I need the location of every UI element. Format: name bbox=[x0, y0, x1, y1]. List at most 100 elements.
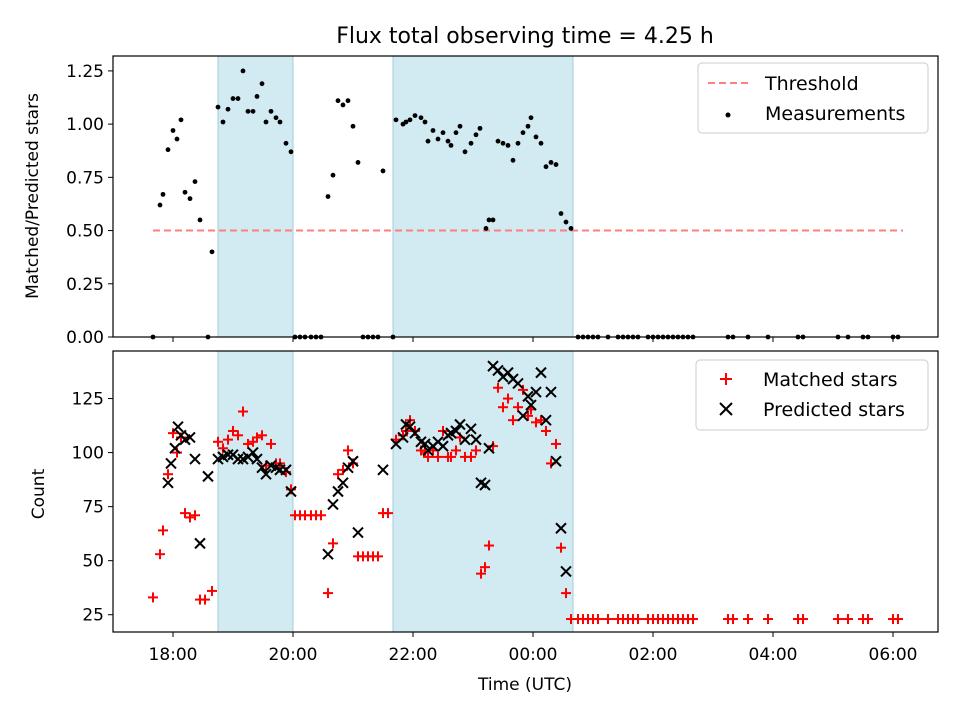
predicted-star-point bbox=[162, 477, 174, 489]
predicted-star-point bbox=[337, 477, 349, 489]
matched-star-point bbox=[433, 451, 443, 462]
measurement-point bbox=[510, 157, 516, 163]
predicted-star-point bbox=[251, 453, 263, 465]
measurement-point bbox=[528, 115, 534, 121]
predicted-star-point bbox=[530, 386, 542, 398]
x-tick-label: 04:00 bbox=[749, 645, 798, 665]
measurement-point bbox=[430, 128, 436, 133]
chart-title: Flux total observing time = 4.25 h bbox=[336, 24, 714, 49]
matched-star-point bbox=[743, 614, 753, 625]
measurement-point bbox=[477, 125, 483, 131]
matched-star-point bbox=[238, 406, 248, 417]
matched-star-point bbox=[763, 614, 773, 625]
matched-star-point bbox=[148, 592, 158, 603]
measurement-point bbox=[220, 119, 226, 125]
matched-star-point bbox=[185, 512, 195, 523]
bottom-y-axis-label: Count bbox=[29, 468, 49, 519]
measurement-point bbox=[157, 202, 163, 208]
measurement-point bbox=[350, 123, 356, 129]
predicted-star-point bbox=[332, 485, 344, 498]
predicted-star-point bbox=[165, 457, 177, 470]
top-panel: 0.00 0.25 0.50 0.75 1.00 1.25 Matched/Predict… bbox=[23, 55, 939, 348]
top-x-ticks bbox=[172, 337, 894, 342]
matched-star-point bbox=[476, 568, 486, 579]
matched-star-point bbox=[158, 525, 168, 536]
legend-matched-label: Matched stars bbox=[763, 369, 897, 391]
measurement-point bbox=[240, 68, 246, 74]
x-tick-label: 02:00 bbox=[629, 645, 678, 665]
matched-star-point bbox=[513, 402, 523, 413]
measurement-point bbox=[520, 130, 526, 136]
measurement-point bbox=[160, 191, 166, 197]
measurement-point bbox=[288, 149, 294, 155]
measurement-point bbox=[407, 117, 413, 123]
matched-star-point bbox=[323, 588, 333, 599]
measurement-point bbox=[263, 119, 269, 125]
matched-star-point bbox=[863, 614, 873, 625]
measurement-point bbox=[548, 160, 554, 165]
top-shaded-bands bbox=[217, 55, 574, 338]
predicted-star-point bbox=[550, 455, 562, 467]
matched-star-point bbox=[603, 614, 613, 625]
top-legend-box bbox=[697, 62, 929, 134]
predicted-star-point bbox=[322, 548, 334, 560]
matched-star-point bbox=[207, 585, 217, 596]
x-tick-label: 20:00 bbox=[269, 645, 318, 665]
predicted-star-point bbox=[419, 438, 431, 450]
measurement-point bbox=[178, 117, 184, 123]
predicted-star-point bbox=[184, 431, 196, 444]
predicted-star-point bbox=[437, 440, 449, 452]
predicted-star-point bbox=[479, 479, 491, 491]
night-band-1 bbox=[392, 55, 574, 338]
night-band-1 bbox=[392, 350, 574, 633]
matched-star-point bbox=[728, 614, 738, 625]
predicted-star-point bbox=[377, 464, 389, 476]
measurement-point bbox=[393, 117, 399, 123]
bottom-legend-box bbox=[695, 359, 929, 431]
x-tick-label: 22:00 bbox=[389, 645, 438, 665]
predicted-star-point bbox=[555, 522, 567, 534]
predicted-star-point bbox=[465, 423, 477, 435]
predicted-star-point bbox=[409, 427, 421, 439]
predicted-star-point bbox=[470, 433, 482, 446]
predicted-star-point bbox=[483, 442, 495, 454]
bottom-y-ticks: 25 50 75 100 125 bbox=[72, 390, 113, 626]
measurement-point bbox=[490, 217, 496, 223]
measurement-point bbox=[380, 168, 386, 174]
measurement-point bbox=[403, 119, 409, 125]
legend-measurements-label: Measurements bbox=[765, 103, 905, 125]
matched-star-point bbox=[257, 430, 267, 441]
legend-measurements-swatch bbox=[725, 112, 731, 118]
matched-star-point bbox=[373, 551, 383, 562]
measurement-point bbox=[473, 132, 479, 138]
matched-star-point bbox=[471, 445, 481, 456]
matched-star-point bbox=[798, 614, 808, 625]
predicted-star-point bbox=[172, 420, 184, 433]
matched-star-point bbox=[556, 542, 566, 553]
measurement-point bbox=[412, 113, 418, 119]
measurement-point bbox=[215, 104, 221, 110]
measurement-point bbox=[182, 189, 188, 195]
measurement-point bbox=[283, 140, 289, 146]
predicted-star-point bbox=[517, 410, 529, 422]
matched-star-point bbox=[316, 510, 326, 521]
measurement-point bbox=[500, 140, 506, 146]
matched-star-point bbox=[243, 438, 253, 449]
matched-star-point bbox=[223, 434, 233, 445]
x-tick-label: 00:00 bbox=[509, 645, 558, 665]
bottom-legend: Matched stars Predicted stars bbox=[695, 359, 929, 431]
matched-star-point bbox=[893, 614, 903, 625]
measurement-point bbox=[225, 106, 231, 112]
top-legend: Threshold Measurements bbox=[697, 62, 929, 134]
measurement-point bbox=[422, 119, 428, 125]
predicted-star-point bbox=[202, 470, 214, 483]
measurement-point bbox=[483, 226, 489, 231]
matched-star-point bbox=[508, 415, 518, 426]
matched-star-point bbox=[190, 510, 200, 521]
measurement-point bbox=[277, 119, 283, 125]
measurement-point bbox=[448, 143, 454, 148]
measurement-point bbox=[330, 172, 336, 178]
measurement-point bbox=[558, 211, 564, 216]
matched-star-point bbox=[633, 614, 643, 625]
